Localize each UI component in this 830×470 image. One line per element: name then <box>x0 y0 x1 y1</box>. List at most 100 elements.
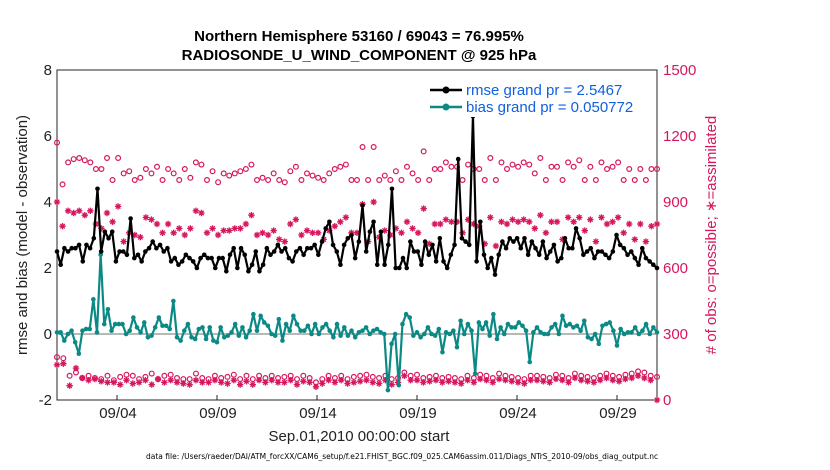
bias-point <box>592 331 598 337</box>
bias-point <box>447 331 453 337</box>
rmse-point <box>290 259 295 264</box>
obs-assimilated-marker <box>470 220 477 228</box>
rmse-point <box>584 249 590 254</box>
obs-assimilated-marker <box>464 377 471 384</box>
rmse-point <box>636 262 641 268</box>
obs-assimilated-marker <box>487 214 494 221</box>
obs-assimilated-marker <box>653 396 661 404</box>
obs-assimilated-marker <box>642 238 650 245</box>
rmse-point <box>651 262 656 268</box>
obs-possible-marker <box>381 172 388 179</box>
obs-assimilated-marker <box>559 377 566 384</box>
obs-assimilated-marker <box>243 378 250 385</box>
obs-possible-marker <box>404 163 411 170</box>
rmse-point <box>426 252 432 258</box>
rmse-point <box>555 259 560 264</box>
obs-assimilated-marker <box>186 381 193 388</box>
bias-point <box>396 382 402 388</box>
bias-point <box>87 326 93 332</box>
obs-assimilated-marker <box>287 220 294 228</box>
bias-point <box>283 321 289 327</box>
bias-point <box>611 328 616 334</box>
rmse-point <box>132 255 137 261</box>
bias-point <box>556 331 562 337</box>
obs-possible-marker <box>148 370 155 377</box>
rmse-point <box>511 239 516 244</box>
rmse-point <box>459 236 465 241</box>
obs-assimilated-marker <box>620 229 627 236</box>
obs-assimilated-marker <box>495 375 503 383</box>
rmse-point <box>201 252 207 258</box>
obs-assimilated-marker <box>614 214 622 221</box>
right-tick-label: 1500 <box>663 62 696 79</box>
bias-point <box>541 331 547 337</box>
obs-assimilated-marker <box>81 212 88 219</box>
rmse-point <box>76 242 82 248</box>
bias-point <box>618 326 623 332</box>
bias-point <box>407 315 413 320</box>
obs-possible-marker <box>298 177 305 184</box>
rmse-point <box>547 249 553 254</box>
obs-assimilated-marker <box>356 378 364 385</box>
obs-possible-marker <box>270 170 277 177</box>
rmse-point <box>654 265 660 271</box>
obs-assimilated-marker <box>135 379 143 386</box>
rmse-point <box>573 226 579 231</box>
bias-point <box>207 325 213 330</box>
bias-point <box>334 321 340 327</box>
right-tick-label: 600 <box>663 260 688 277</box>
obs-assimilated-marker <box>314 229 322 236</box>
rmse-point <box>257 269 262 274</box>
bias-point <box>509 325 514 330</box>
bias-point <box>367 331 373 337</box>
left-tick-label: 0 <box>44 326 52 343</box>
obs-possible-marker <box>276 177 283 184</box>
obs-possible-marker <box>342 161 349 168</box>
legend-bias-marker <box>442 103 450 111</box>
obs-possible-marker <box>492 177 499 184</box>
bias-point <box>560 313 565 319</box>
obs-assimilated-marker <box>293 381 301 388</box>
rmse-point <box>308 245 314 251</box>
bias-point <box>323 321 329 327</box>
bias-point <box>632 325 638 330</box>
obs-possible-marker <box>142 166 149 173</box>
bias-point <box>549 325 554 330</box>
bias-point <box>341 325 347 330</box>
obs-assimilated-marker <box>142 377 149 384</box>
obs-assimilated-marker <box>648 223 655 230</box>
obs-assimilated-marker <box>431 220 438 228</box>
obs-possible-marker <box>192 159 199 166</box>
rmse-point <box>146 245 152 251</box>
rmse-point <box>84 242 89 248</box>
obs-assimilated-marker <box>546 379 553 386</box>
obs-assimilated-marker <box>259 229 266 236</box>
obs-assimilated-marker <box>448 218 455 225</box>
obs-assimilated-marker <box>542 229 550 236</box>
bias-point <box>200 325 205 330</box>
bias-point <box>254 328 260 334</box>
rmse-point <box>224 269 229 274</box>
rmse-point <box>570 245 575 251</box>
bias-point <box>316 331 322 337</box>
bias-point <box>54 330 60 335</box>
rmse-point <box>588 245 594 251</box>
bias-point <box>240 325 245 330</box>
obs-assimilated-marker <box>303 227 311 234</box>
legend-box <box>422 75 652 117</box>
rmse-point <box>562 236 568 241</box>
bias-point <box>251 311 256 317</box>
obs-assimilated-marker <box>181 231 188 239</box>
rmse-point <box>150 239 156 244</box>
obs-possible-marker <box>515 163 522 170</box>
rmse-point <box>621 245 627 251</box>
bias-point <box>472 371 478 376</box>
obs-assimilated-marker <box>103 209 111 217</box>
obs-assimilated-marker <box>98 378 105 385</box>
obs-assimilated-marker <box>262 379 269 386</box>
obs-assimilated-marker <box>426 378 433 385</box>
bias-point <box>465 321 471 327</box>
rmse-point <box>632 255 638 261</box>
chart-title-line-2: RADIOSONDE_U_WIND_COMPONENT @ 925 hPa <box>182 47 537 64</box>
bias-series <box>54 252 660 393</box>
